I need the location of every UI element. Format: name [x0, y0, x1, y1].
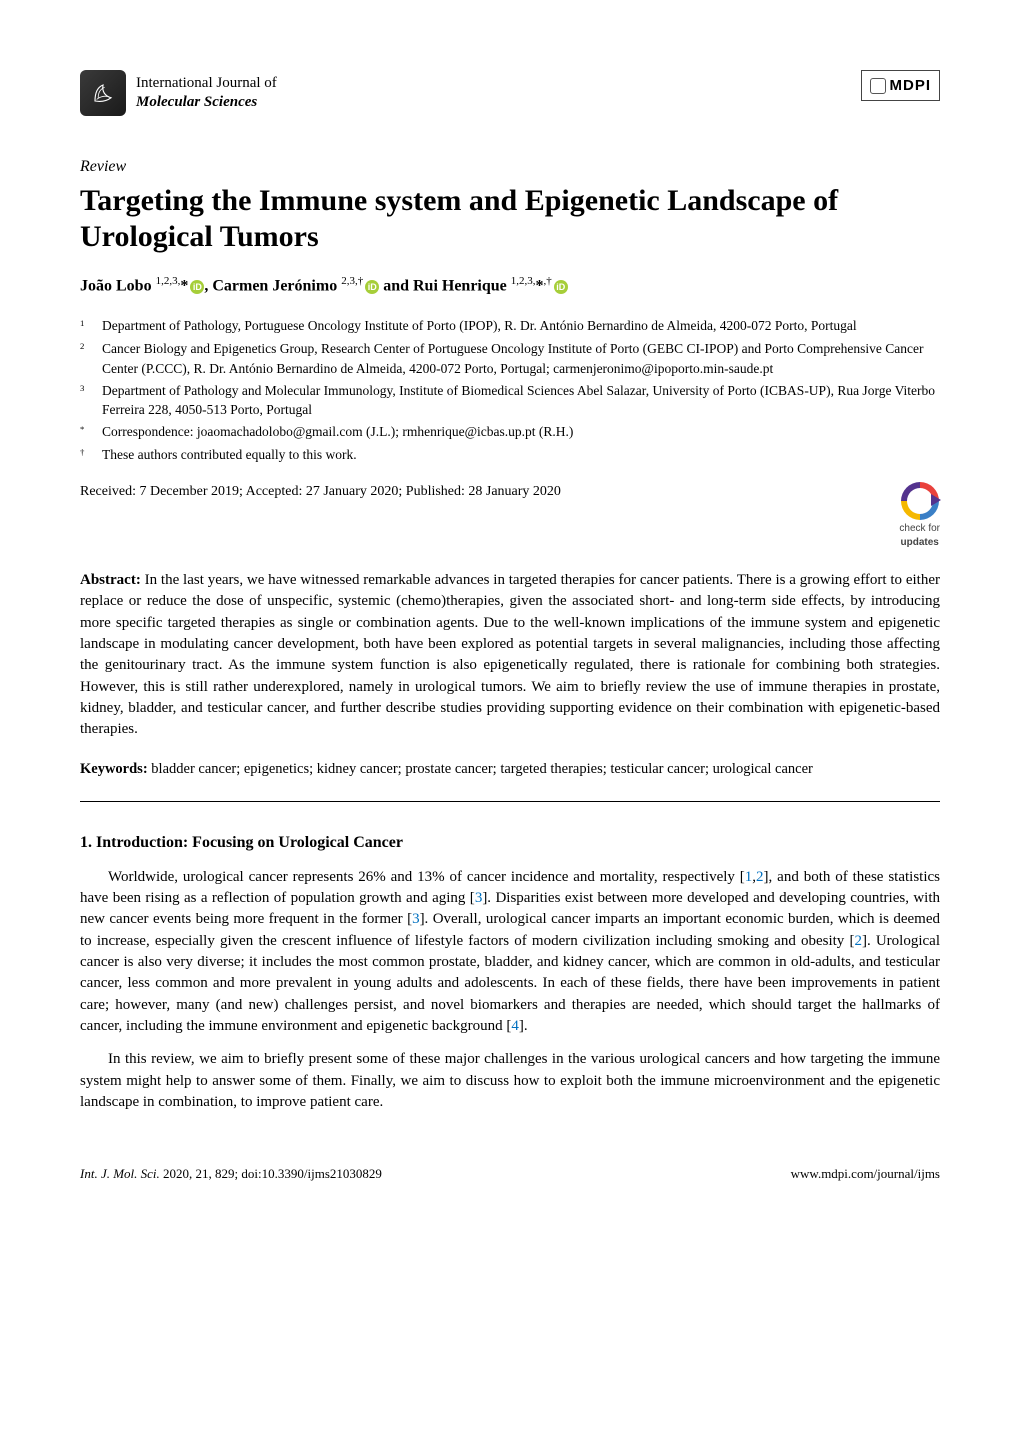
article-type: Review: [80, 156, 940, 179]
section-divider: [80, 801, 940, 802]
check-updates-line1: check for: [899, 522, 940, 536]
abstract-label: Abstract:: [80, 572, 141, 588]
footer-journal-abbrev: Int. J. Mol. Sci.: [80, 1166, 160, 1181]
authors-line: João Lobo 1,2,3,*iD, Carmen Jerónimo 2,3…: [80, 274, 940, 298]
publisher-logo: MDPI: [861, 70, 941, 101]
affiliation-marker: 2: [80, 339, 102, 377]
affiliation-row: *Correspondence: joaomachadolobo@gmail.c…: [80, 422, 940, 442]
footer-left: Int. J. Mol. Sci. 2020, 21, 829; doi:10.…: [80, 1165, 382, 1183]
citation-link[interactable]: 2: [854, 933, 862, 949]
affiliation-marker: *: [80, 422, 102, 442]
journal-logo-icon: [80, 70, 126, 116]
keywords-text: bladder cancer; epigenetics; kidney canc…: [148, 761, 813, 777]
affiliation-row: †These authors contributed equally to th…: [80, 445, 940, 465]
citation-link[interactable]: 4: [511, 1018, 519, 1034]
affiliation-marker: 1: [80, 316, 102, 336]
abstract-text: In the last years, we have witnessed rem…: [80, 572, 940, 737]
citation-link[interactable]: 2: [756, 869, 764, 885]
citation-link[interactable]: 1: [745, 869, 753, 885]
affiliations-block: 1Department of Pathology, Portuguese Onc…: [80, 316, 940, 466]
check-updates-icon: [901, 482, 939, 520]
check-updates-line2: updates: [901, 536, 939, 550]
footer-citation: 2020, 21, 829; doi:10.3390/ijms21030829: [160, 1166, 382, 1181]
body-paragraph-2: In this review, we aim to briefly presen…: [80, 1049, 940, 1113]
citation-link[interactable]: 3: [475, 890, 483, 906]
journal-name-line1: International Journal of: [136, 74, 277, 93]
section-heading: 1. Introduction: Focusing on Urological …: [80, 832, 940, 855]
affiliation-row: 3Department of Pathology and Molecular I…: [80, 381, 940, 419]
check-for-updates-badge[interactable]: check for updates: [899, 482, 940, 550]
orcid-icon: iD: [365, 280, 379, 294]
keywords-label: Keywords:: [80, 761, 148, 777]
body-paragraph-1: Worldwide, urological cancer represents …: [80, 867, 940, 1037]
affiliation-text: Correspondence: joaomachadolobo@gmail.co…: [102, 422, 940, 442]
publisher-logo-text: MDPI: [890, 75, 932, 96]
affiliation-marker: 3: [80, 381, 102, 419]
journal-name: International Journal of Molecular Scien…: [136, 74, 277, 112]
publication-dates-row: Received: 7 December 2019; Accepted: 27 …: [80, 482, 940, 550]
page-footer: Int. J. Mol. Sci. 2020, 21, 829; doi:10.…: [80, 1125, 940, 1183]
affiliation-text: Department of Pathology and Molecular Im…: [102, 381, 940, 419]
affiliation-row: 1Department of Pathology, Portuguese Onc…: [80, 316, 940, 336]
citation-link[interactable]: 3: [412, 911, 420, 927]
keywords-block: Keywords: bladder cancer; epigenetics; k…: [80, 759, 940, 780]
affiliation-text: Department of Pathology, Portuguese Onco…: [102, 316, 940, 336]
journal-name-line2: Molecular Sciences: [136, 93, 277, 112]
article-title: Targeting the Immune system and Epigenet…: [80, 183, 940, 256]
journal-block: International Journal of Molecular Scien…: [80, 70, 277, 116]
affiliation-text: These authors contributed equally to thi…: [102, 445, 940, 465]
affiliation-text: Cancer Biology and Epigenetics Group, Re…: [102, 339, 940, 377]
page-header: International Journal of Molecular Scien…: [80, 70, 940, 116]
abstract-block: Abstract: In the last years, we have wit…: [80, 570, 940, 740]
orcid-icon: iD: [554, 280, 568, 294]
publication-dates: Received: 7 December 2019; Accepted: 27 …: [80, 482, 561, 502]
affiliation-marker: †: [80, 445, 102, 465]
orcid-icon: iD: [190, 280, 204, 294]
footer-right: www.mdpi.com/journal/ijms: [791, 1165, 940, 1183]
affiliation-row: 2Cancer Biology and Epigenetics Group, R…: [80, 339, 940, 377]
